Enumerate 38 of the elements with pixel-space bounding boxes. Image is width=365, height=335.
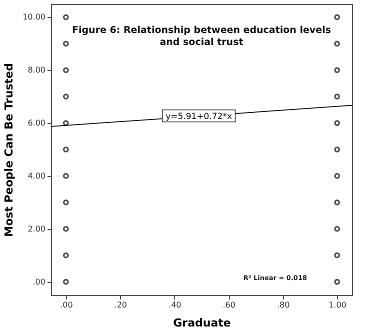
point [62,146,69,152]
point [334,94,340,100]
point [62,14,69,20]
x-axis-title: Graduate [173,316,231,330]
point [334,278,340,285]
point [334,226,340,232]
y-axis-title: Most People Can Be Trusted [2,63,16,237]
y-tick-label: 8.00 [28,66,46,75]
y-tick-label: 4.00 [28,171,46,180]
point [62,252,69,258]
point [62,40,69,47]
y-tick-label: .00 [32,277,46,286]
point [334,120,340,126]
point [334,146,340,152]
point [334,252,340,258]
y-tick-label: 6.00 [28,118,46,128]
point [62,94,69,100]
point [334,67,340,74]
x-tick-label: .80 [276,300,290,310]
point [334,40,340,47]
y-tick-label: 10.00 [22,12,46,22]
x-tick-label: .00 [60,300,73,310]
point [334,199,340,206]
point [334,14,340,20]
point [62,226,69,232]
x-tick-label: .40 [168,300,182,310]
y-tick-label: 2.00 [28,224,46,234]
x-tick-label: .20 [114,300,128,310]
point [62,278,69,285]
point [62,67,69,74]
annotation: y=5.91+0.72*x [166,112,232,122]
point [62,173,69,179]
point [62,199,69,206]
x-tick-label: .60 [222,300,236,310]
point [334,173,340,179]
x-tick-label: 1.00 [328,300,346,310]
text: Figure 6: Relationship between education levels and social trust [72,25,332,48]
point [62,120,69,126]
